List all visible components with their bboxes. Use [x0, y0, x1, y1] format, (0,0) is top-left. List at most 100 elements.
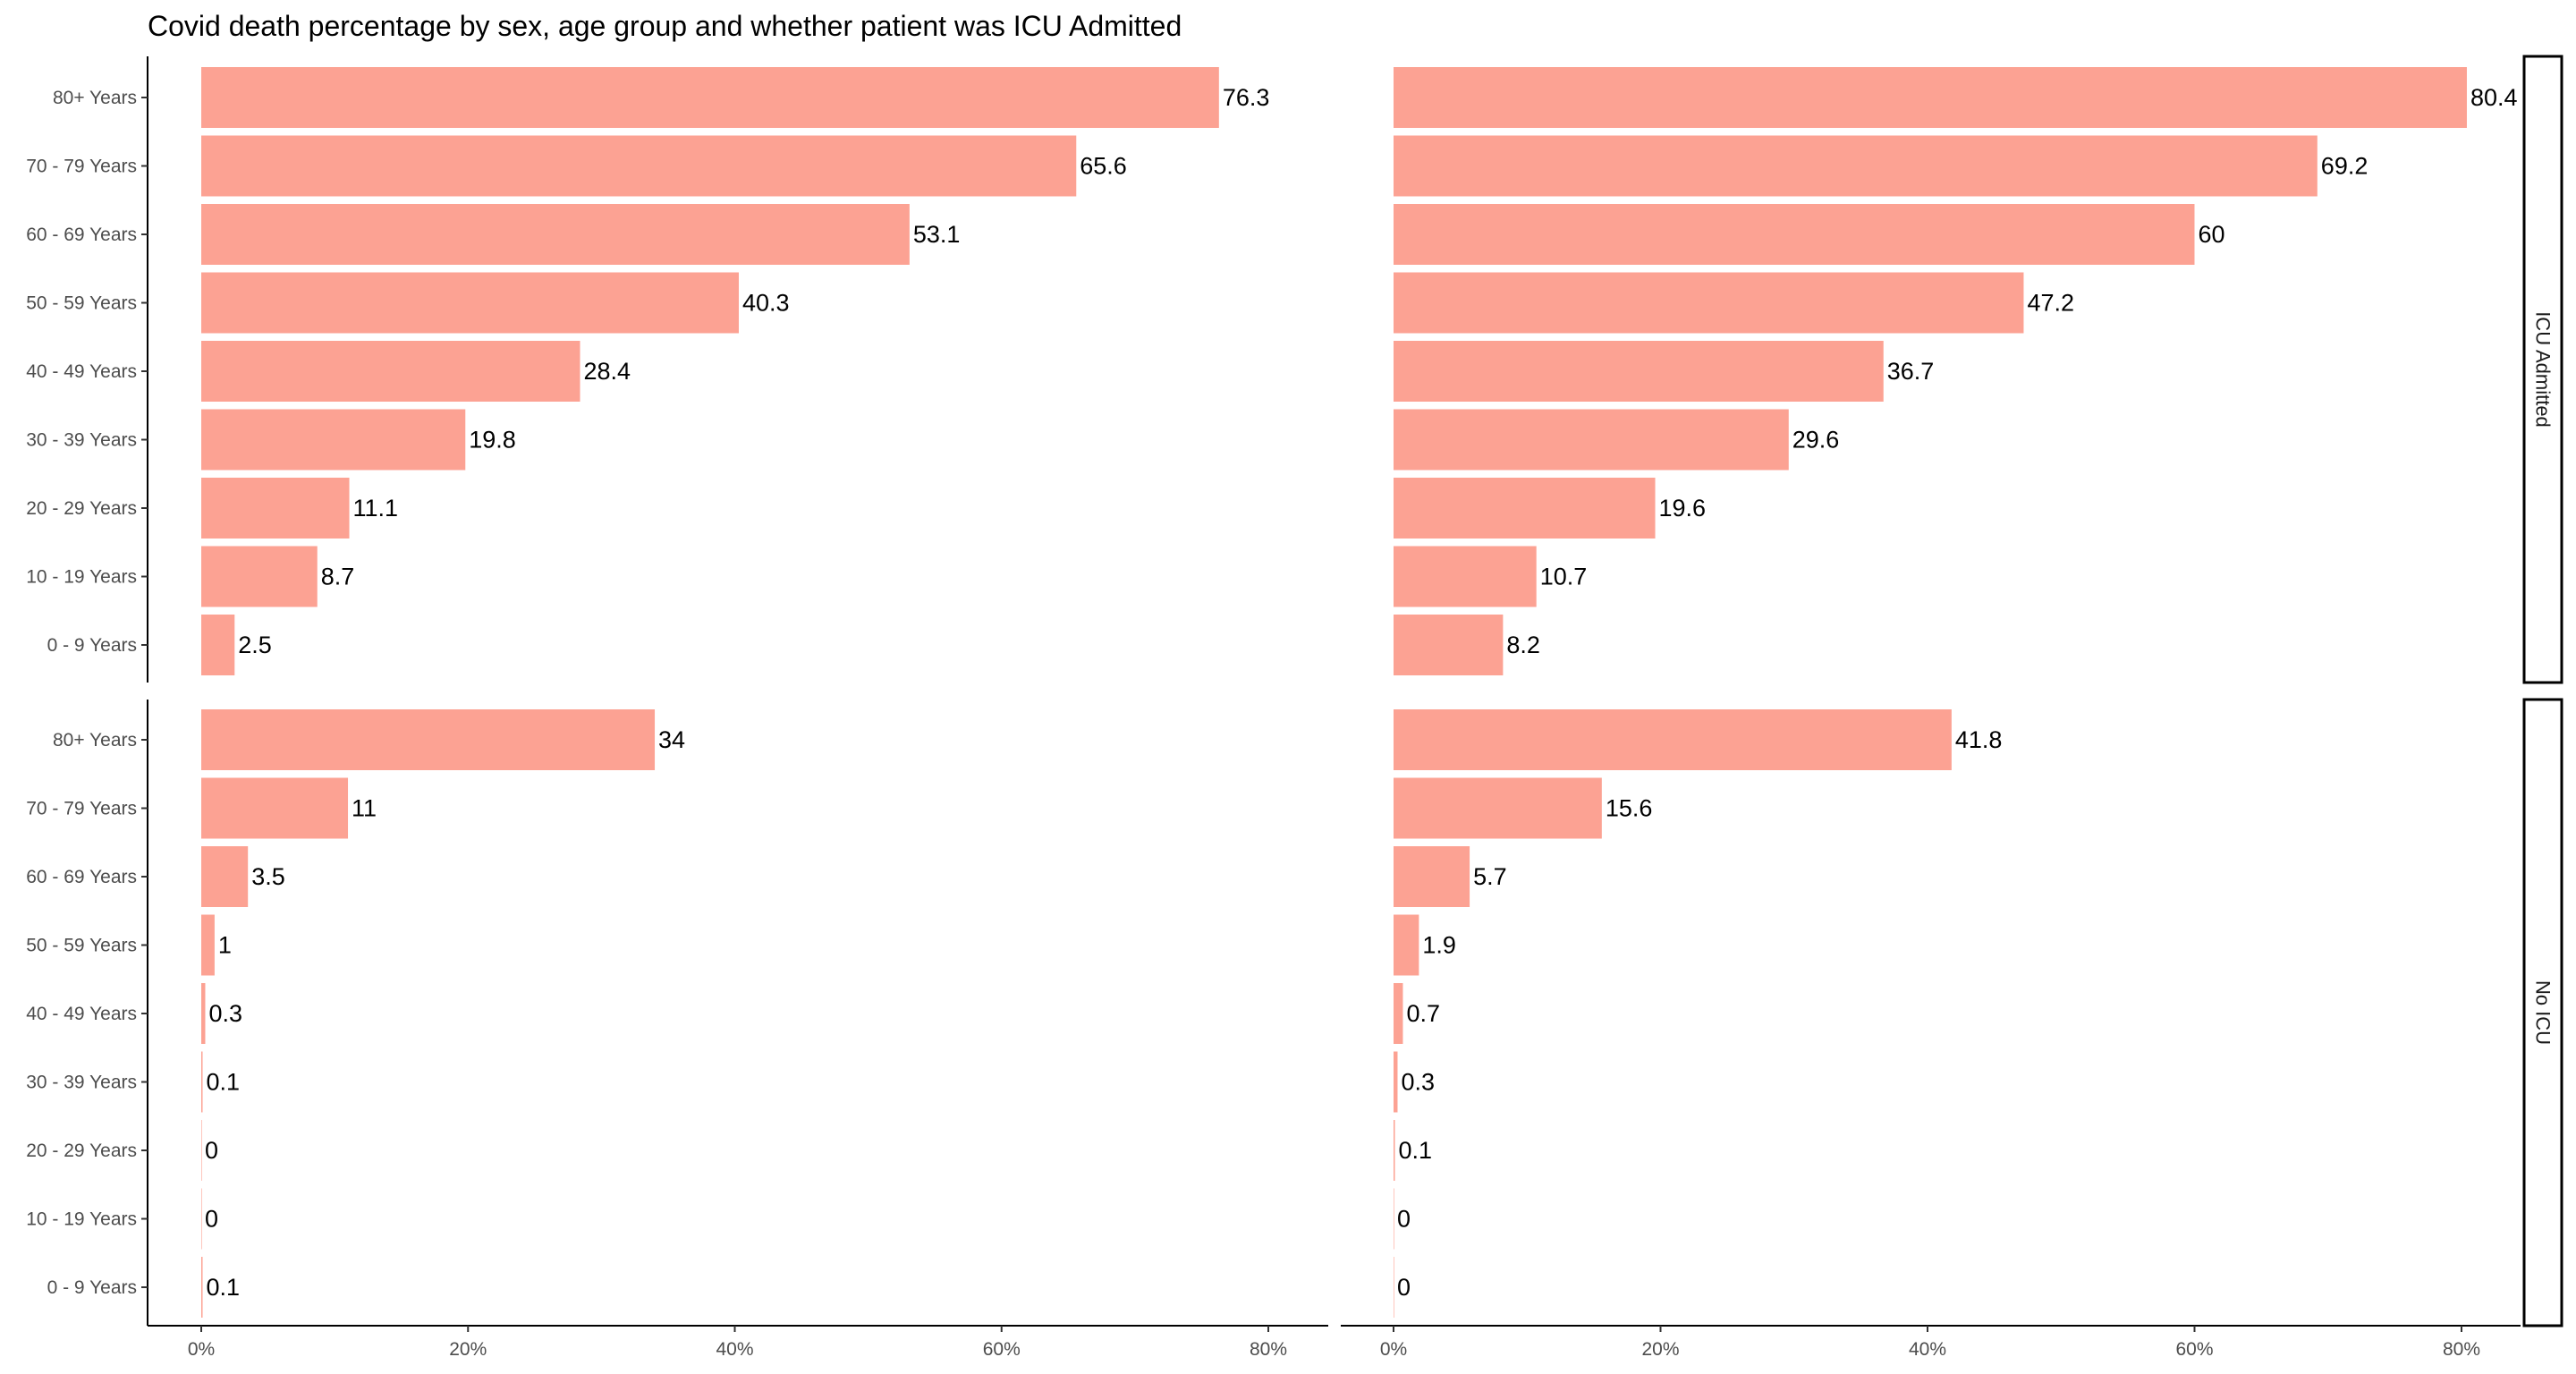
data-label-icu-col1-4: 28.4: [584, 358, 631, 385]
y-tick-label-noicu-col1-6: 20 - 29 Years: [26, 1141, 137, 1161]
data-label-noicu-col2-5: 0.3: [1401, 1069, 1435, 1096]
y-tick-label-noicu-col1-4: 40 - 49 Years: [26, 1004, 137, 1024]
bar-icu-col1-1: [201, 135, 1077, 197]
data-label-noicu-col1-7: 0: [205, 1206, 218, 1233]
bar-noicu-col1-1: [201, 777, 349, 839]
bar-icu-col2-5: [1394, 409, 1789, 471]
bar-noicu-col1-4: [201, 983, 206, 1044]
bar-noicu-col1-3: [201, 914, 215, 976]
data-label-noicu-col2-1: 15.6: [1606, 795, 1653, 822]
data-label-icu-col1-8: 2.5: [238, 632, 272, 658]
data-label-icu-col2-1: 69.2: [2321, 153, 2368, 180]
bar-icu-col1-2: [201, 204, 910, 265]
data-label-noicu-col2-3: 1.9: [1422, 932, 1456, 959]
bar-icu-col1-5: [201, 409, 466, 471]
x-tick-label-noicu-col2-1: 20%: [1641, 1339, 1679, 1360]
x-tick-label-noicu-col1-2: 40%: [716, 1339, 753, 1360]
facet-strip-label-icu: ICU Admitted: [2532, 311, 2555, 428]
bar-icu-col2-0: [1394, 67, 2467, 128]
data-label-noicu-col1-2: 3.5: [251, 863, 285, 890]
x-tick-label-noicu-col2-4: 80%: [2443, 1339, 2480, 1360]
bar-icu-col2-4: [1394, 341, 1884, 402]
y-tick-label-icu-col1-1: 70 - 79 Years: [26, 157, 137, 177]
x-tick-label-noicu-col1-1: 20%: [449, 1339, 487, 1360]
y-tick-label-icu-col1-6: 20 - 29 Years: [26, 498, 137, 519]
y-tick-label-icu-col1-7: 10 - 19 Years: [26, 567, 137, 588]
y-tick-label-noicu-col1-3: 50 - 59 Years: [26, 936, 137, 956]
bar-noicu-col1-6: [201, 1120, 202, 1181]
bar-noicu-col2-5: [1394, 1051, 1398, 1113]
bar-noicu-col1-0: [201, 709, 656, 770]
y-tick-label-icu-col1-4: 40 - 49 Years: [26, 361, 137, 382]
bar-noicu-col2-2: [1394, 846, 1470, 907]
bar-noicu-col1-8: [201, 1257, 203, 1318]
data-label-icu-col2-6: 19.6: [1659, 495, 1707, 522]
bar-noicu-col2-4: [1394, 983, 1403, 1044]
facet-strip-label-noicu: No ICU: [2532, 980, 2555, 1045]
data-label-noicu-col1-8: 0.1: [206, 1274, 240, 1301]
bar-noicu-col1-5: [201, 1051, 203, 1113]
bar-icu-col1-3: [201, 272, 739, 334]
x-tick-label-noicu-col2-0: 0%: [1380, 1339, 1407, 1360]
data-label-icu-col1-3: 40.3: [742, 290, 790, 317]
data-label-icu-col2-4: 36.7: [1887, 358, 1935, 385]
x-tick-label-noicu-col1-0: 0%: [188, 1339, 215, 1360]
y-tick-label-noicu-col1-8: 0 - 9 Years: [47, 1277, 137, 1298]
x-tick-label-noicu-col1-4: 80%: [1250, 1339, 1287, 1360]
x-tick-label-noicu-col2-3: 60%: [2175, 1339, 2213, 1360]
y-tick-label-icu-col1-5: 30 - 39 Years: [26, 430, 137, 451]
y-tick-label-noicu-col1-1: 70 - 79 Years: [26, 799, 137, 819]
facet-strip-icu: [2522, 55, 2563, 684]
y-tick-label-icu-col1-0: 80+ Years: [53, 88, 137, 108]
y-tick-label-noicu-col1-5: 30 - 39 Years: [26, 1073, 137, 1093]
data-label-noicu-col2-6: 0.1: [1398, 1137, 1432, 1164]
y-tick-label-icu-col1-2: 60 - 69 Years: [26, 225, 137, 245]
data-label-noicu-col2-2: 5.7: [1473, 863, 1507, 890]
data-label-noicu-col1-5: 0.1: [206, 1069, 240, 1096]
data-label-icu-col2-8: 8.2: [1506, 632, 1540, 658]
bar-icu-col2-8: [1394, 615, 1504, 675]
data-label-icu-col2-7: 10.7: [1540, 564, 1588, 590]
data-label-icu-col1-2: 53.1: [913, 221, 961, 248]
data-label-noicu-col2-7: 0: [1397, 1206, 1411, 1233]
bar-icu-col1-0: [201, 67, 1219, 128]
data-label-noicu-col1-1: 11: [352, 795, 377, 822]
data-label-icu-col2-2: 60: [2199, 221, 2225, 248]
data-label-noicu-col2-8: 0: [1397, 1274, 1411, 1301]
bar-icu-col2-7: [1394, 546, 1537, 607]
data-label-icu-col1-0: 76.3: [1223, 84, 1270, 111]
bar-icu-col2-3: [1394, 272, 2024, 334]
data-label-noicu-col1-4: 0.3: [208, 1000, 242, 1027]
data-label-icu-col1-1: 65.6: [1080, 153, 1127, 180]
data-label-noicu-col2-4: 0.7: [1406, 1000, 1440, 1027]
y-tick-label-noicu-col1-7: 10 - 19 Years: [26, 1209, 137, 1230]
data-label-noicu-col2-0: 41.8: [1955, 726, 2003, 753]
y-tick-label-icu-col1-8: 0 - 9 Years: [47, 635, 137, 656]
data-label-icu-col1-5: 19.8: [469, 427, 516, 454]
data-label-noicu-col1-0: 34: [658, 726, 685, 753]
facet-strip-noicu: [2522, 698, 2563, 1327]
bar-noicu-col1-2: [201, 846, 249, 907]
bar-noicu-col2-3: [1394, 914, 1419, 976]
bar-icu-col1-6: [201, 478, 350, 539]
x-tick-label-noicu-col1-3: 60%: [983, 1339, 1021, 1360]
bar-icu-col1-7: [201, 546, 318, 607]
data-label-icu-col2-5: 29.6: [1792, 427, 1840, 454]
data-label-icu-col2-0: 80.4: [2470, 84, 2518, 111]
bar-icu-col1-4: [201, 341, 580, 402]
bar-icu-col2-6: [1394, 478, 1656, 539]
data-label-noicu-col1-6: 0: [205, 1137, 218, 1164]
data-label-icu-col1-7: 8.7: [321, 564, 355, 590]
bar-icu-col2-1: [1394, 135, 2318, 197]
data-label-icu-col2-3: 47.2: [2027, 290, 2074, 317]
bar-icu-col1-8: [201, 615, 235, 675]
x-tick-label-noicu-col2-2: 40%: [1909, 1339, 1946, 1360]
bar-icu-col2-2: [1394, 204, 2195, 265]
bar-noicu-col1-7: [201, 1188, 202, 1250]
y-tick-label-noicu-col1-0: 80+ Years: [53, 730, 137, 751]
y-tick-label-icu-col1-3: 50 - 59 Years: [26, 293, 137, 314]
data-label-icu-col1-6: 11.1: [353, 495, 399, 522]
bar-noicu-col2-0: [1394, 709, 1952, 770]
bar-noicu-col2-1: [1394, 777, 1602, 839]
